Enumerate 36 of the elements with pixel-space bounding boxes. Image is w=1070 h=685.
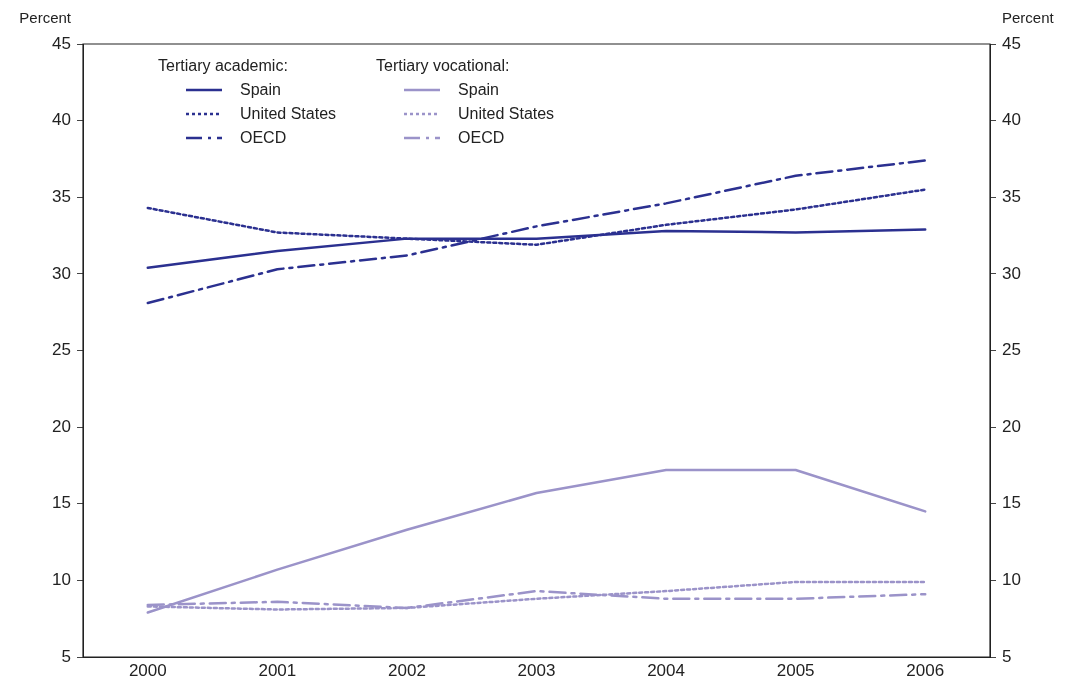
y2-tick-label: 35 bbox=[1002, 186, 1021, 206]
y-tick-label: 5 bbox=[61, 646, 71, 666]
y-tick-label: 40 bbox=[52, 110, 71, 130]
y-tick-label: 15 bbox=[52, 493, 71, 513]
x-tick-label: 2004 bbox=[647, 660, 685, 680]
y2-tick-label: 15 bbox=[1002, 493, 1021, 513]
x-tick-label: 2001 bbox=[258, 660, 297, 680]
y2-tick-label: 5 bbox=[1002, 646, 1012, 666]
x-tick-label: 2000 bbox=[128, 660, 167, 680]
y2-tick-label: 40 bbox=[1002, 110, 1021, 130]
x-tick-label: 2005 bbox=[776, 660, 815, 680]
x-tick-label: 2006 bbox=[906, 660, 945, 680]
legend-label: OECD bbox=[458, 129, 505, 147]
legend-label: United States bbox=[458, 105, 555, 123]
y-tick-label: 35 bbox=[52, 186, 71, 206]
y-tick-label: 25 bbox=[52, 340, 71, 360]
y2-tick-label: 45 bbox=[1002, 33, 1021, 53]
y2-tick-label: 10 bbox=[1002, 570, 1021, 590]
y-tick-label: 20 bbox=[52, 416, 71, 436]
y-tick-label: 45 bbox=[52, 33, 71, 53]
y2-tick-label: 30 bbox=[1002, 263, 1021, 283]
text: Tertiary academic: bbox=[158, 57, 288, 74]
y-tick-label: 30 bbox=[52, 263, 71, 283]
legend-label: Spain bbox=[240, 81, 281, 99]
legend-label: OECD bbox=[240, 129, 287, 147]
legend-label: Spain bbox=[458, 81, 499, 99]
x-tick-label: 2003 bbox=[517, 660, 556, 680]
text: Tertiary vocational: bbox=[376, 57, 510, 74]
x-tick-label: 2002 bbox=[388, 660, 426, 680]
y-axis-title: Percent bbox=[19, 8, 72, 26]
legend-label: United States bbox=[240, 105, 337, 123]
y-tick-label: 10 bbox=[52, 570, 71, 590]
line-series bbox=[146, 159, 927, 305]
y2-tick-label: 25 bbox=[1002, 340, 1021, 360]
y2-tick-label: 20 bbox=[1002, 416, 1021, 436]
y2-axis-title: Percent bbox=[1002, 8, 1055, 26]
